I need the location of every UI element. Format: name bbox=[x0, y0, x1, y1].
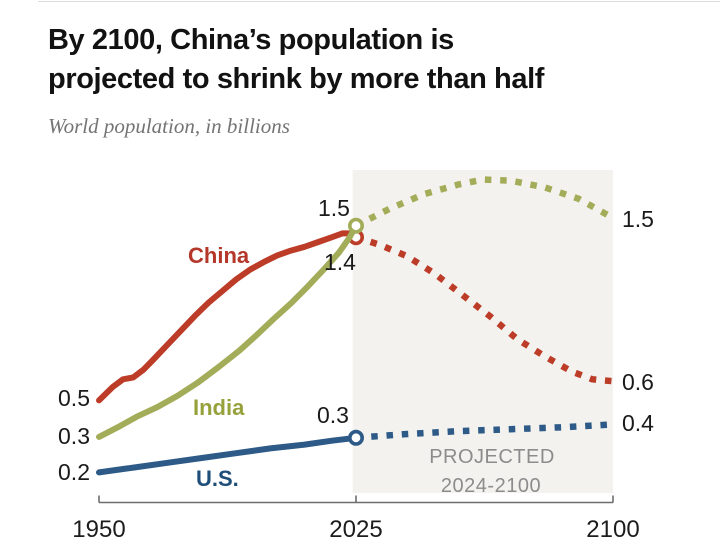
series-label-india: India bbox=[193, 395, 245, 420]
chart-title-line1: By 2100, China’s population is bbox=[48, 24, 454, 56]
value-label-0.3: 0.3 bbox=[58, 423, 90, 449]
series-us-projected-line bbox=[355, 421, 614, 442]
series-china-history-line bbox=[96, 230, 359, 404]
value-label-0.2: 0.2 bbox=[58, 459, 90, 485]
series-india-projected-line bbox=[354, 176, 615, 229]
projection-label: PROJECTED bbox=[429, 446, 555, 468]
x-axis bbox=[98, 495, 614, 504]
chart-title-line2: projected to shrink by more than half bbox=[48, 63, 544, 95]
projection-shade bbox=[352, 170, 613, 493]
value-label-0.3: 0.3 bbox=[317, 402, 349, 428]
value-label-0.6: 0.6 bbox=[622, 369, 654, 395]
x-tick-label-2025: 2025 bbox=[329, 516, 382, 543]
series-us-junction-marker bbox=[347, 429, 364, 446]
value-label-1.4: 1.4 bbox=[324, 249, 356, 275]
value-label-1.5: 1.5 bbox=[622, 206, 654, 232]
value-label-0.4: 0.4 bbox=[622, 410, 654, 436]
value-label-0.5: 0.5 bbox=[58, 385, 90, 411]
value-label-1.5: 1.5 bbox=[318, 195, 350, 221]
series-us-history-line bbox=[96, 434, 359, 476]
series-china-projected-line bbox=[355, 234, 614, 385]
series-india-history-line bbox=[96, 222, 359, 440]
x-tick-label-2100: 2100 bbox=[586, 516, 639, 543]
series-label-us: U.S. bbox=[196, 466, 239, 491]
chart-subtitle: World population, in billions bbox=[48, 114, 290, 138]
x-tick-label-1950: 1950 bbox=[72, 516, 125, 543]
chart-title: By 2100, China’s population is projected… bbox=[48, 21, 544, 99]
series-label-china: China bbox=[188, 243, 250, 268]
series-india-junction-marker bbox=[347, 217, 364, 234]
projection-label: 2024-2100 bbox=[441, 475, 541, 497]
top-rule bbox=[38, 1, 720, 2]
